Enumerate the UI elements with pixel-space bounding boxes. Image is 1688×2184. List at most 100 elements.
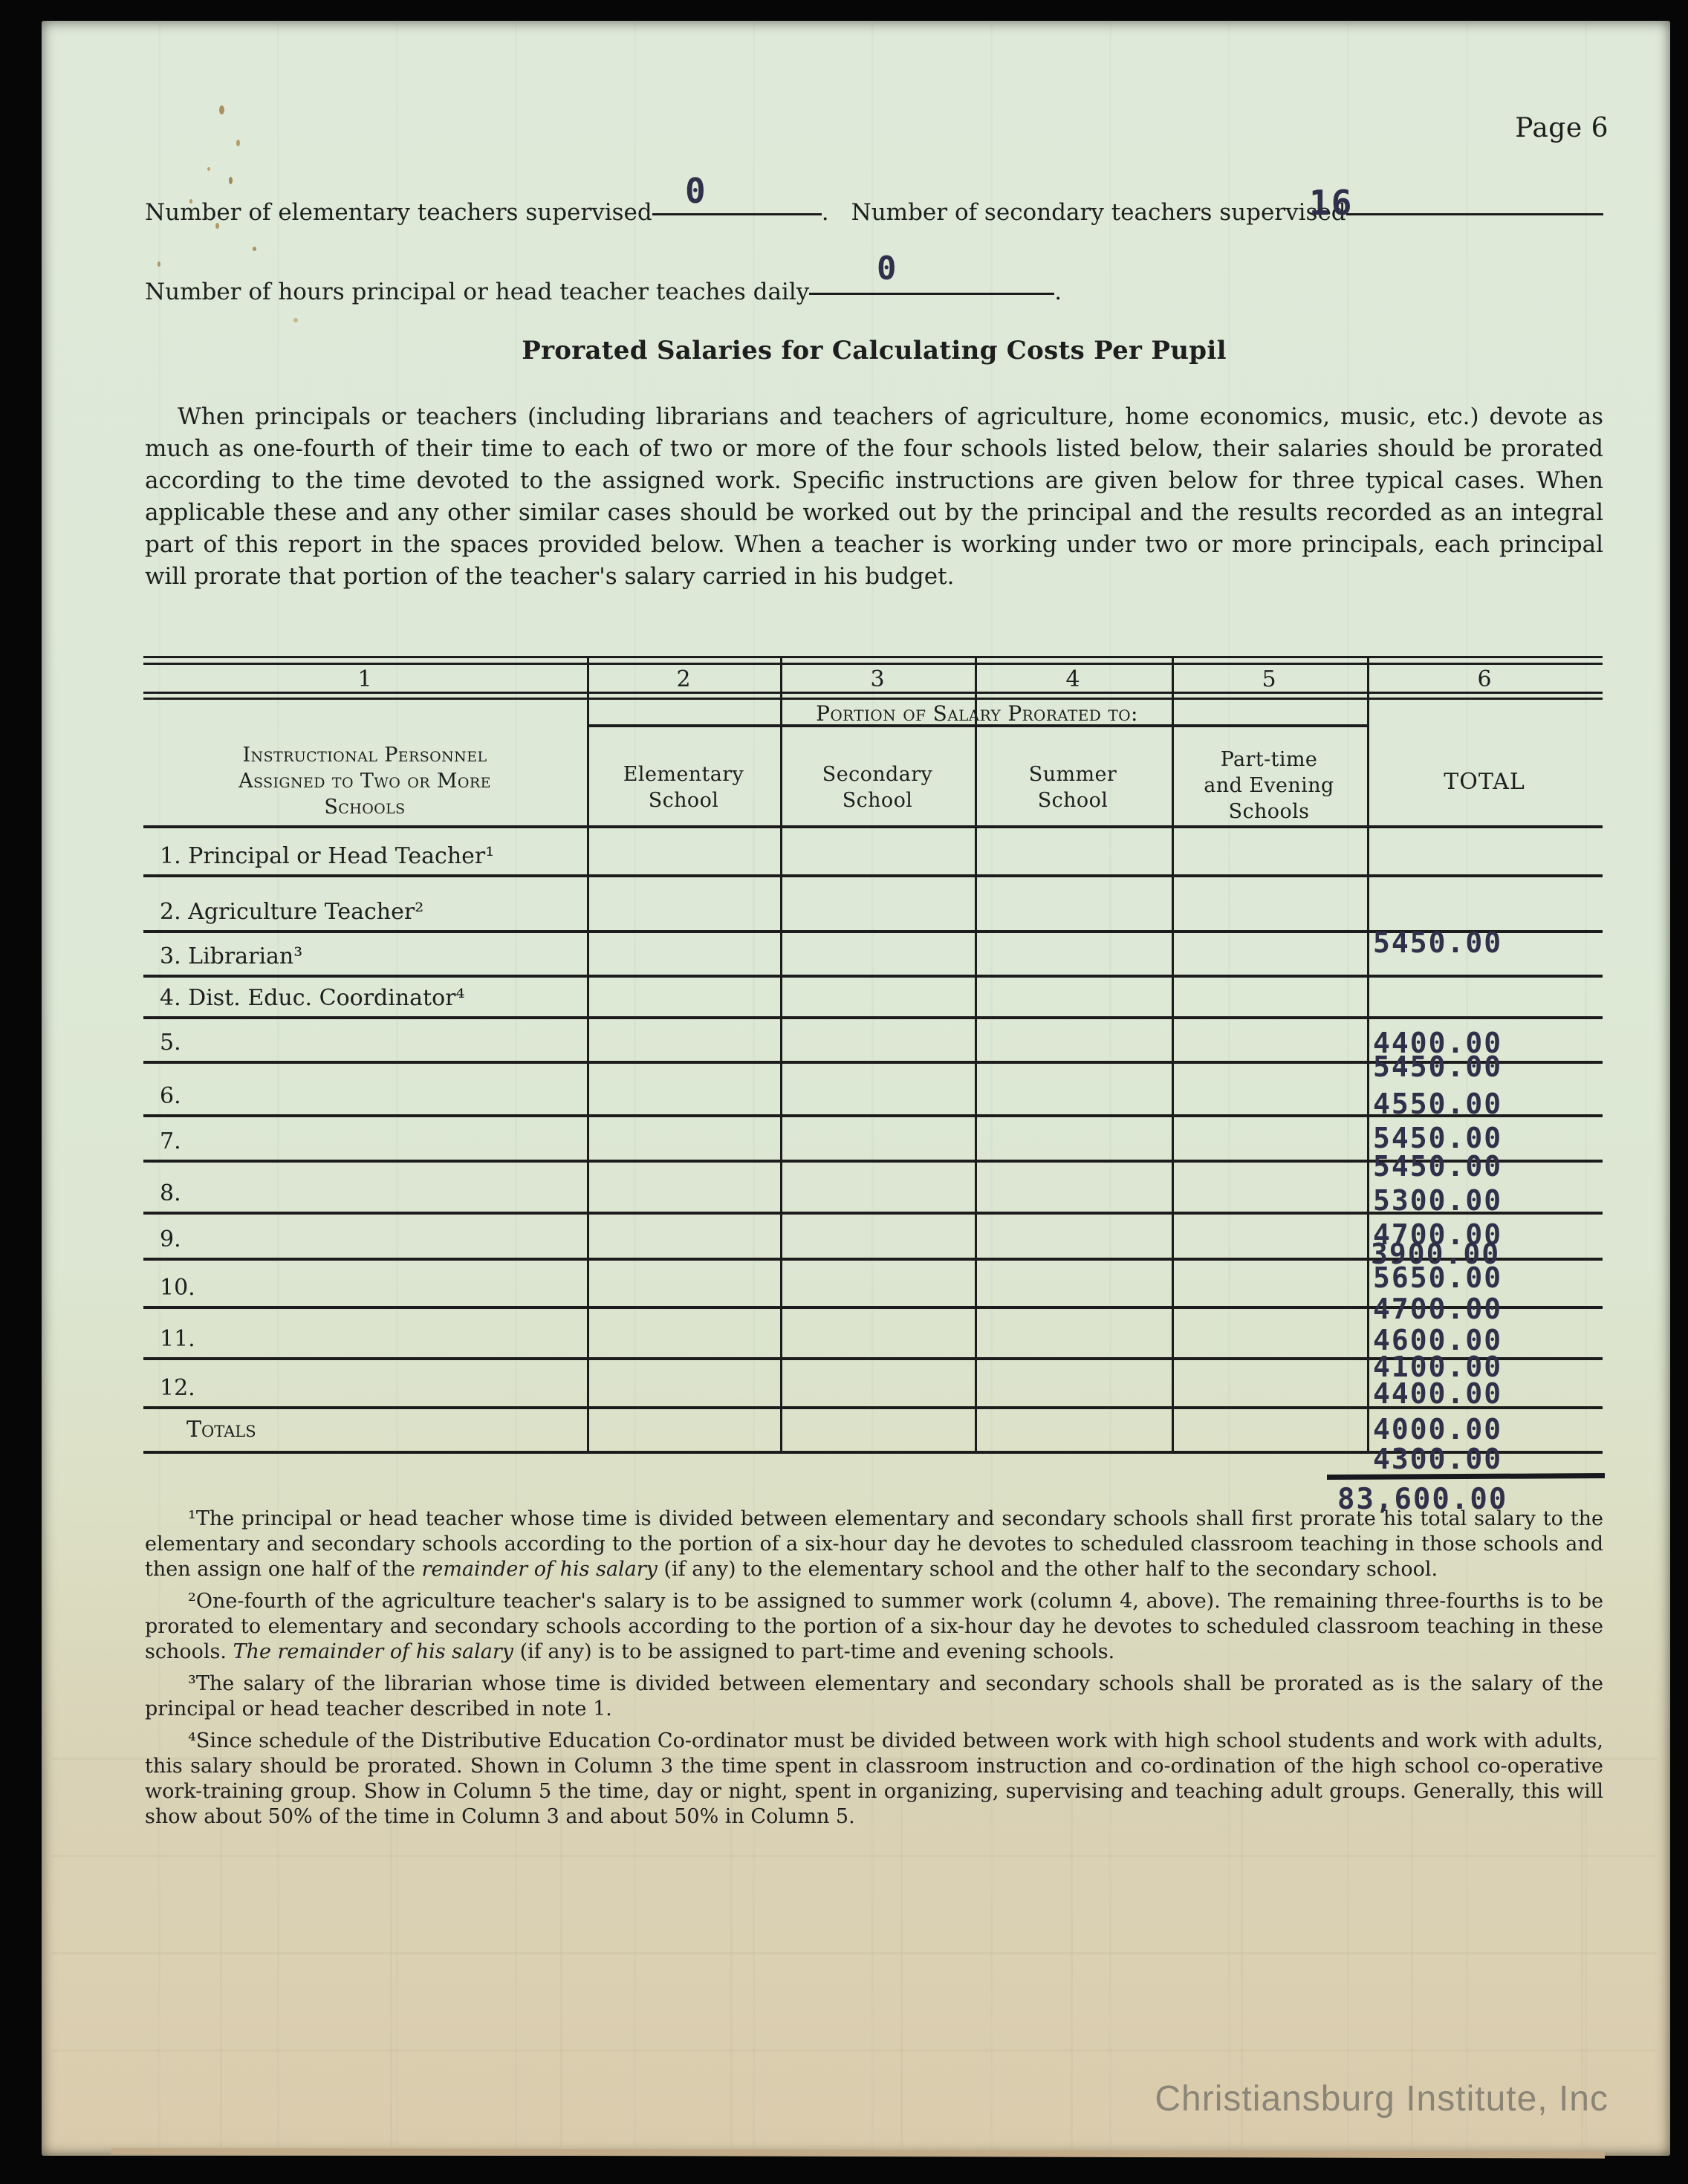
footnote-italic: remainder of his salary	[421, 1558, 658, 1581]
col1-header-line: Assigned to Two or More	[238, 770, 491, 793]
stain-speck	[207, 167, 210, 171]
amount-value: 4550.00	[1373, 1088, 1503, 1120]
col3-header-line: Secondary	[822, 763, 933, 786]
amount-value: 5650.00	[1373, 1261, 1503, 1294]
hours-daily-blank	[809, 290, 1055, 295]
table-rule	[143, 1406, 1603, 1409]
amount-value: 4600.00	[1373, 1324, 1503, 1356]
amount-value: 4000.00	[1373, 1413, 1503, 1446]
prorated-salary-table: 1 2 3 4 5 6 Portion of Salary Prorated t…	[143, 656, 1603, 1454]
row-label: 1. Principal or Head Teacher¹	[160, 843, 495, 869]
stain-speck	[219, 105, 224, 114]
col3-header-line: School	[842, 789, 913, 812]
page-number: Page 6	[1515, 113, 1609, 143]
amount-value: 4400.00	[1373, 1377, 1503, 1410]
table-column-rule	[1172, 656, 1174, 1451]
section-title: Prorated Salaries for Calculating Costs …	[522, 336, 1227, 365]
row-label: 12.	[160, 1375, 195, 1401]
table-rule	[143, 975, 1603, 978]
table-column-rule	[780, 656, 782, 1451]
elementary-period: .	[821, 199, 829, 226]
stain-speck	[215, 223, 219, 229]
amount-value: 5450.00	[1373, 926, 1503, 959]
amount-value: 5450.00	[1373, 1150, 1503, 1183]
col2-header-line: Elementary	[623, 763, 744, 786]
col3-header: Secondary School	[803, 761, 952, 813]
secondary-teachers-label: Number of secondary teachers supervised	[851, 199, 1346, 226]
footnote-text: ¹The principal or head teacher whose tim…	[145, 1507, 1603, 1581]
row-label: 11.	[160, 1326, 195, 1352]
stain-speck	[253, 247, 256, 251]
footnote-text: (if any) is to be assigned to part-time …	[513, 1640, 1115, 1663]
footnote-text: ⁴Since schedule of the Distributive Educ…	[145, 1729, 1603, 1828]
row-label: 8.	[160, 1180, 181, 1206]
table-rule	[143, 1258, 1603, 1261]
table-rule	[143, 825, 1603, 828]
table-rule	[143, 930, 1603, 933]
stain-speck	[293, 318, 298, 322]
row-label: 7.	[160, 1128, 181, 1154]
stain-speck	[158, 261, 160, 267]
column-number: 1	[357, 666, 372, 692]
footnote-text: (if any) to the elementary school and th…	[657, 1558, 1438, 1581]
field-line-teachers-supervised: Number of elementary teachers supervised…	[145, 199, 1603, 226]
col5-header-line: Schools	[1228, 800, 1310, 823]
field-line-hours-daily: Number of hours principal or head teache…	[145, 279, 1603, 305]
footnotes-block: ¹The principal or head teacher whose tim…	[145, 1507, 1603, 1836]
table-rule	[143, 1114, 1603, 1117]
table-column-rule	[587, 656, 589, 1451]
col1-header-line: Instructional Personnel	[242, 744, 487, 767]
footnote: ⁴Since schedule of the Distributive Educ…	[145, 1729, 1603, 1830]
row-label-totals: Totals	[186, 1417, 256, 1443]
table-column-rule	[975, 656, 977, 1451]
table-rule	[587, 724, 1367, 727]
amount-value: 4100.00	[1373, 1351, 1503, 1383]
row-label: 10.	[160, 1275, 195, 1301]
table-rule	[143, 656, 1603, 658]
col4-header-line: School	[1037, 789, 1108, 812]
hours-daily-label: Number of hours principal or head teache…	[145, 279, 810, 305]
table-rule	[143, 698, 1603, 700]
table-rule	[143, 1306, 1603, 1309]
table-rule	[143, 1160, 1603, 1163]
footnote: ²One-fourth of the agriculture teacher's…	[145, 1589, 1603, 1665]
col4-header: Summer School	[999, 761, 1147, 813]
col5-header-line: Part-time	[1220, 748, 1318, 771]
column-number: 4	[1065, 666, 1080, 692]
amount-value: 5300.00	[1373, 1184, 1503, 1217]
col1-header: Instructional Personnel Assigned to Two …	[164, 742, 565, 820]
col1-header-line: Schools	[324, 796, 406, 819]
hours-daily-value: 0	[877, 250, 898, 287]
stain-speck	[229, 177, 233, 184]
elementary-teachers-label: Number of elementary teachers supervised	[145, 199, 652, 226]
archive-watermark: Christiansburg Institute, Inc	[1155, 2079, 1609, 2119]
footnote-italic: The remainder of his salary	[233, 1640, 514, 1663]
col2-header: Elementary School	[609, 761, 758, 813]
row-label: 5.	[160, 1030, 181, 1056]
col5-header-line: and Evening	[1204, 774, 1334, 797]
col2-header-line: School	[648, 789, 719, 812]
row-label: 6.	[160, 1083, 181, 1109]
secondary-teachers-value: 16	[1309, 183, 1354, 223]
amount-value: 5450.00	[1373, 1122, 1503, 1154]
elementary-teachers-value: 0	[685, 171, 707, 211]
intro-paragraph: When principals or teachers (including l…	[145, 403, 1603, 590]
column-number: 6	[1477, 666, 1492, 692]
span-header-portion-of-salary: Portion of Salary Prorated to:	[816, 701, 1138, 726]
paper-sheet	[42, 21, 1670, 2156]
table-rule	[143, 1212, 1603, 1215]
amount-value: 4700.00	[1373, 1218, 1503, 1251]
table-rule	[143, 692, 1603, 694]
amount-value: 4400.00	[1373, 1027, 1503, 1059]
elementary-teachers-blank	[652, 210, 822, 215]
amount-value: 4300.00	[1373, 1443, 1503, 1475]
column-number: 2	[676, 666, 691, 692]
col4-header-line: Summer	[1028, 763, 1117, 786]
hours-period: .	[1054, 279, 1062, 305]
row-label: 9.	[160, 1226, 181, 1252]
row-label: 2. Agriculture Teacher²	[160, 899, 424, 925]
table-rule	[143, 874, 1603, 877]
col6-header: TOTAL	[1444, 769, 1525, 795]
amount-value: 4700.00	[1373, 1293, 1503, 1325]
